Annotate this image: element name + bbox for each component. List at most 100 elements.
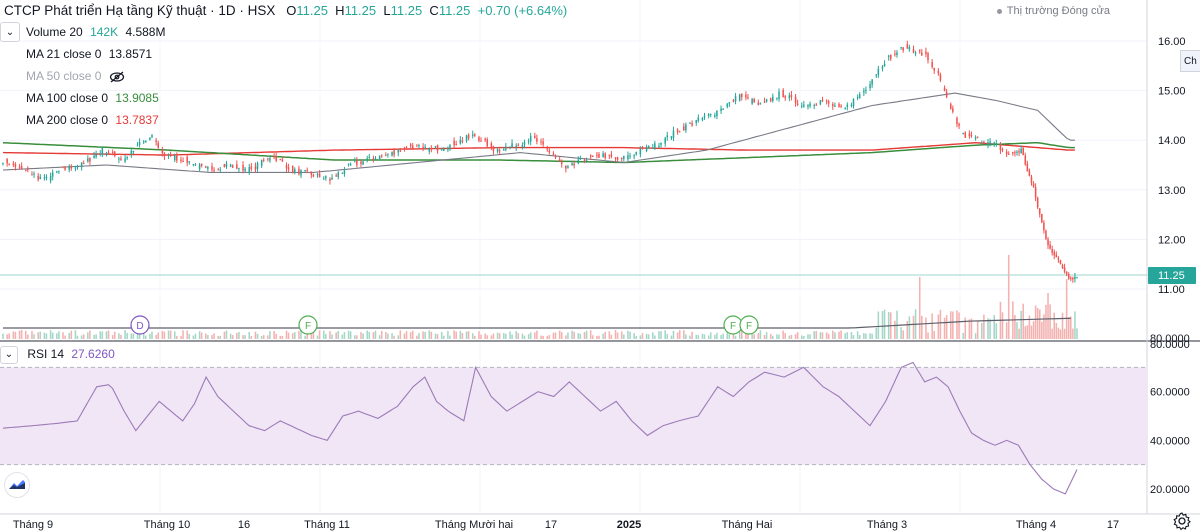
volume-bar (467, 331, 470, 339)
candle-body (194, 164, 197, 166)
candle-body (732, 100, 735, 102)
volume-bar (331, 334, 333, 339)
volume-bar (459, 330, 462, 339)
candle-body (511, 143, 513, 148)
price-axis[interactable]: 16.00 15.00 14.00 13.00 12.00 11.00 11.25 80.00… (1148, 36, 1196, 496)
volume-bar (1057, 327, 1060, 339)
candle-body (952, 108, 954, 112)
candle-body (447, 148, 449, 150)
candle-body (1020, 148, 1022, 154)
ma21-legend[interactable]: MA 21 close 0 13.8571 (26, 47, 153, 61)
legend-collapse-button[interactable]: ⌄ (0, 22, 20, 42)
volume-bar (1018, 328, 1020, 339)
volume-bar (1022, 303, 1024, 339)
candle-body (604, 153, 606, 159)
volume-bar (1067, 317, 1070, 339)
candle-body (635, 152, 637, 155)
volume-bar (294, 332, 296, 339)
volume-bar (498, 333, 501, 339)
event-marker[interactable]: F (723, 315, 743, 335)
tradingview-logo-icon[interactable] (4, 472, 30, 498)
candle-body (80, 162, 83, 168)
event-marker[interactable]: F (298, 315, 318, 335)
volume-legend[interactable]: Volume 20 142K 4.588M (26, 25, 166, 39)
candle-body (778, 91, 780, 100)
rsi-legend[interactable]: ⌄ RSI 14 27.6260 (0, 346, 115, 366)
volume-bar (720, 334, 722, 339)
candle-body (989, 141, 991, 144)
chevron-down-icon: ⌄ (5, 26, 15, 38)
candle-body (207, 167, 209, 169)
gear-icon[interactable] (1172, 511, 1192, 531)
volume-bar (685, 334, 687, 339)
time-axis[interactable]: Tháng 9 Tháng 10 16 Tháng 11 Tháng Mười hai 1… (13, 519, 1119, 531)
candle-body (933, 68, 935, 71)
candle-body (1022, 147, 1024, 156)
volume-bar (118, 333, 120, 339)
ma50-legend[interactable]: MA 50 close 0 (26, 66, 125, 86)
event-marker[interactable]: F (739, 315, 759, 335)
volume-bar (341, 334, 344, 339)
candle-body (111, 151, 114, 153)
candle-body (132, 150, 135, 152)
candle-body (149, 137, 151, 140)
volume-bar (161, 330, 164, 339)
symbol-title[interactable]: CTCP Phát triển Hạ tầng Kỹ thuật · 1D · … (4, 3, 276, 18)
candle-body (709, 113, 712, 115)
chevron-down-icon[interactable]: ⌄ (0, 346, 18, 364)
candle-body (180, 159, 182, 162)
volume-bar (697, 335, 700, 339)
candle-body (64, 167, 66, 170)
candle-body (838, 103, 840, 107)
candle-body (318, 173, 321, 178)
eye-off-icon[interactable] (109, 69, 125, 83)
volume-bar (198, 331, 201, 339)
side-panel-chip[interactable]: Ch (1180, 50, 1200, 72)
event-marker[interactable]: D (130, 315, 150, 335)
volume-bar (182, 330, 184, 339)
volume-bar (678, 330, 681, 339)
volume-bar (939, 309, 942, 339)
candle-body (279, 159, 282, 161)
candle-body (521, 145, 524, 147)
volume-bar (801, 335, 803, 339)
candle-body (647, 145, 650, 149)
volume-bar (387, 333, 389, 339)
volume-bar (567, 332, 569, 339)
ma100-legend[interactable]: MA 100 close 0 13.9085 (26, 91, 159, 105)
volume-bar (666, 334, 669, 339)
candle-body (436, 145, 439, 151)
volume-bar (68, 332, 70, 339)
candle-body (571, 163, 573, 166)
volume-bar (534, 332, 536, 339)
volume-bar (275, 333, 277, 339)
candle-body (844, 107, 847, 109)
volume-bar (927, 332, 929, 339)
volume-bar (405, 331, 408, 339)
candle-body (176, 155, 178, 161)
volume-bar (695, 334, 698, 339)
candle-body (341, 172, 344, 174)
event-circle (130, 315, 150, 335)
volume-bar (840, 330, 842, 339)
candle-body (747, 97, 749, 99)
volume-bar (821, 332, 824, 339)
volume-bar (511, 334, 513, 339)
candle-body (105, 152, 108, 155)
candle-body (558, 159, 561, 162)
volume-bar (759, 330, 762, 339)
candle-body (31, 174, 33, 176)
candle-body (107, 152, 110, 155)
candle-body (409, 144, 412, 147)
candle-body (534, 135, 536, 138)
candle-body (256, 163, 259, 170)
volume-bar (645, 333, 648, 339)
volume-bar (908, 316, 911, 339)
candle-body (664, 138, 666, 144)
candle-body (1055, 254, 1058, 258)
candle-body (242, 164, 244, 171)
ma200-legend[interactable]: MA 200 close 0 13.7837 (26, 113, 159, 127)
candle-body (211, 166, 213, 170)
